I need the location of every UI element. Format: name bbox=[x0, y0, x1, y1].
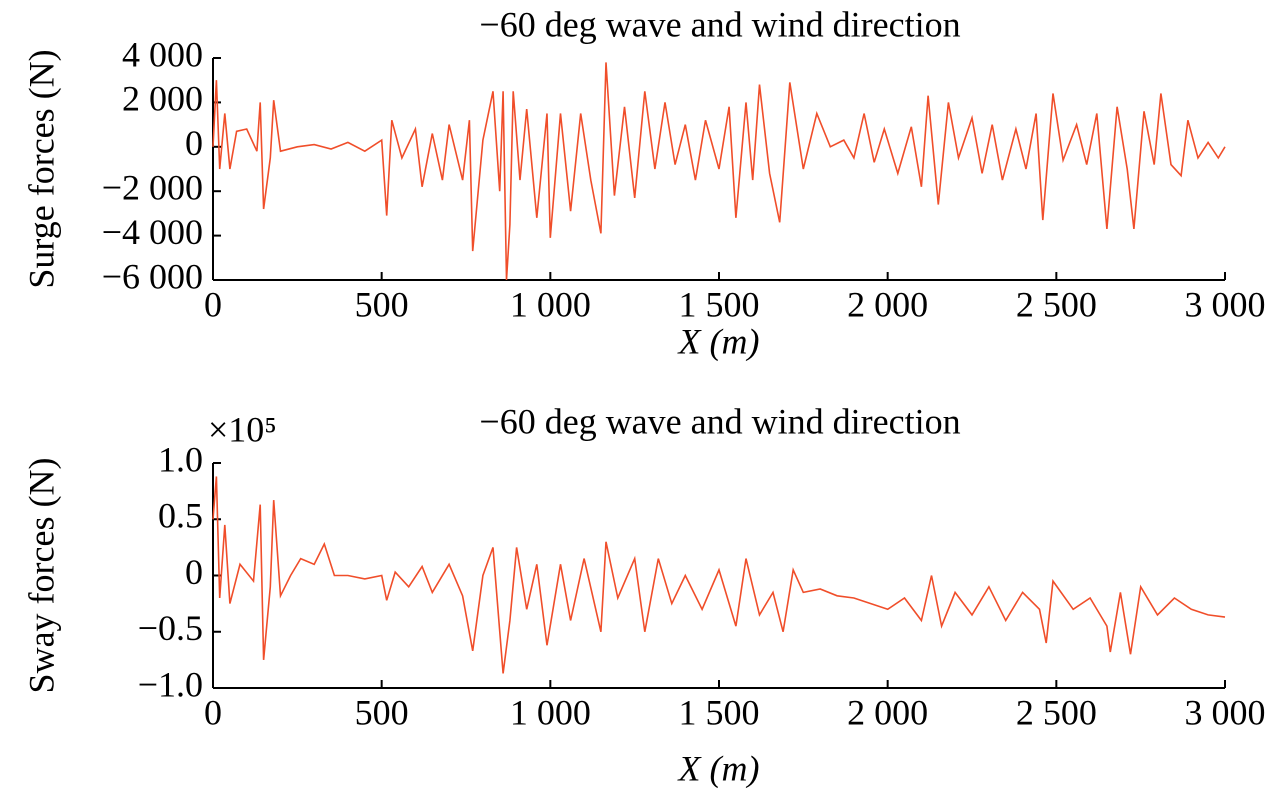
x-tick-label: 0 bbox=[204, 692, 222, 732]
x-tick-label: 1 000 bbox=[510, 284, 591, 324]
y-tick-label: 1.0 bbox=[158, 439, 203, 479]
y-tick-label: −6 000 bbox=[102, 256, 203, 296]
data-line bbox=[212, 476, 1226, 674]
chart-title: −60 deg wave and wind direction bbox=[479, 401, 960, 441]
x-axis-label: X (m) bbox=[677, 748, 760, 788]
x-tick-label: 2 000 bbox=[847, 692, 928, 732]
x-axis-label: X (m) bbox=[677, 321, 760, 361]
y-tick-label: −2 000 bbox=[102, 167, 203, 207]
x-tick-label: 0 bbox=[204, 284, 222, 324]
x-tick-label: 2 000 bbox=[847, 284, 928, 324]
y-tick-label: −4 000 bbox=[102, 212, 203, 252]
y-tick-label: 4 000 bbox=[122, 34, 203, 74]
data-line bbox=[212, 62, 1226, 281]
offset-text: ×10⁵ bbox=[208, 409, 277, 449]
y-tick-label: 0 bbox=[185, 552, 203, 592]
x-tick-label: 1 500 bbox=[679, 284, 760, 324]
y-tick-label: −1.0 bbox=[138, 664, 203, 704]
x-tick-label: 1 000 bbox=[510, 692, 591, 732]
y-tick-label: 0 bbox=[185, 123, 203, 163]
x-tick-label: 500 bbox=[355, 284, 409, 324]
y-axis-label: Sway forces (N) bbox=[21, 458, 61, 694]
x-tick-label: 3 000 bbox=[1185, 284, 1266, 324]
y-tick-label: −0.5 bbox=[138, 608, 203, 648]
chart-title: −60 deg wave and wind direction bbox=[479, 4, 960, 44]
y-axis-label: Surge forces (N) bbox=[21, 49, 61, 288]
y-tick-label: 2 000 bbox=[122, 79, 203, 119]
y-tick-label: 0.5 bbox=[158, 496, 203, 536]
x-tick-label: 2 500 bbox=[1016, 692, 1097, 732]
x-tick-label: 2 500 bbox=[1016, 284, 1097, 324]
x-tick-label: 3 000 bbox=[1185, 692, 1266, 732]
x-tick-label: 1 500 bbox=[679, 692, 760, 732]
x-tick-label: 500 bbox=[355, 692, 409, 732]
